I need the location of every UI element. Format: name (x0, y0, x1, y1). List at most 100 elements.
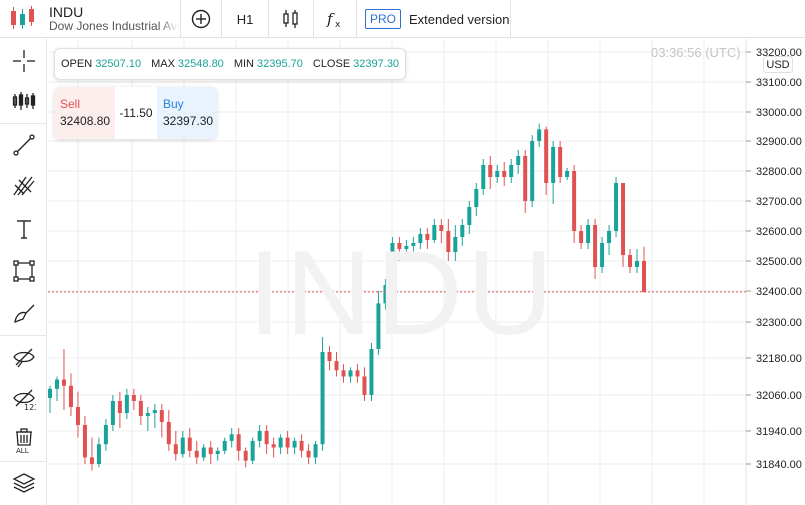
candle-body (292, 440, 297, 448)
delete-all-button[interactable]: ALL (0, 421, 47, 461)
interval-button[interactable]: H1 (222, 0, 268, 38)
candle-body (495, 171, 500, 177)
text-tool-icon (16, 220, 31, 239)
price-axis-label: 33100.00 (756, 77, 802, 89)
price-axis-label: 32500.00 (756, 256, 802, 268)
candle-body (411, 243, 416, 246)
candle-body (110, 401, 115, 425)
drawing-toolbar: 123 ALL (0, 39, 47, 505)
candle-body (460, 225, 465, 237)
open-label: OPEN (61, 58, 93, 70)
candle-body (341, 370, 346, 377)
candle-body (453, 237, 458, 252)
delete-all-icon: ALL (15, 428, 32, 454)
trend-line-tool-button[interactable] (0, 125, 47, 165)
candle-body (89, 457, 94, 464)
buy-button[interactable]: Buy 32397.30 (157, 87, 217, 139)
candle-body (152, 410, 157, 413)
candle-body (124, 395, 129, 413)
candle-body (467, 207, 472, 225)
candle-body (509, 165, 514, 177)
max-value: 32548.80 (177, 58, 224, 70)
sell-price: 32408.80 (60, 114, 111, 128)
crosshair-icon (12, 50, 35, 72)
rectangle-tool-button[interactable] (0, 251, 47, 291)
candle-body (320, 352, 325, 445)
brush-tool-icon (13, 304, 34, 323)
toolbar-divider (268, 0, 269, 38)
price-chart[interactable]: 33200.0033100.0033000.0032900.0032800.00… (48, 39, 805, 505)
candle-body (607, 231, 612, 243)
candles-chart-type-icon (283, 10, 298, 28)
layers-button[interactable] (0, 463, 47, 503)
hide-drawings-icon (12, 348, 35, 368)
chart-area[interactable]: 33200.00 33100.00 33000.00 32900.00 32800.00… (48, 39, 805, 505)
indicators-tool-button[interactable] (0, 81, 47, 121)
layers-icon (12, 473, 35, 493)
indicators-button[interactable]: f x (314, 0, 356, 38)
candle-body (558, 147, 563, 177)
sidebar-divider (0, 335, 47, 336)
candle-body (376, 303, 381, 349)
buy-price: 32397.30 (163, 114, 214, 128)
candle-body (516, 156, 521, 165)
candle-body (404, 246, 409, 249)
candle-body (418, 234, 423, 243)
sidebar-divider (0, 123, 47, 124)
hide-indicators-button[interactable]: 123 (0, 379, 47, 419)
candle-body (621, 183, 626, 255)
candle-body (565, 171, 570, 177)
brush-tool-button[interactable] (0, 293, 47, 333)
function-fx-icon: f x (326, 10, 341, 29)
toolbar-divider (221, 0, 222, 38)
candle-body (642, 261, 646, 292)
sidebar-divider (0, 461, 47, 462)
candle-body (180, 437, 185, 455)
candle-body (327, 352, 332, 362)
candle-body (68, 385, 73, 407)
ohlc-panel: OPEN 32507.10 MAX 32548.80 MIN 32395.70 CLO… (54, 48, 407, 80)
spread-value: -11.50 (119, 106, 153, 120)
candle-body (173, 444, 178, 455)
candle-body (250, 440, 255, 461)
sell-button[interactable]: Sell 32408.80 (54, 87, 115, 139)
candle-body (537, 129, 542, 141)
candle-body (474, 189, 479, 207)
company-name[interactable]: Dow Jones Industrial Average (49, 19, 179, 33)
candle-body (425, 234, 430, 240)
candle-body (439, 225, 444, 231)
price-axis-label: 32180.00 (756, 353, 802, 365)
candle-body (82, 425, 87, 458)
min-label: MIN (233, 58, 254, 70)
extended-version-button[interactable]: PRO Extended version (357, 0, 510, 38)
candle-body (432, 225, 437, 240)
close-value: 32397.30 (353, 58, 400, 70)
candle-body (390, 243, 395, 285)
candle-body (222, 440, 227, 451)
candle-body (194, 450, 199, 458)
text-tool-button[interactable] (0, 209, 47, 249)
candle-body (145, 413, 150, 416)
candle-body (362, 376, 367, 395)
candle-body (579, 231, 584, 243)
chart-type-button[interactable] (269, 0, 313, 38)
candle-body (551, 147, 556, 183)
candlestick-logo-icon (11, 6, 34, 29)
open-value: 32507.10 (95, 58, 142, 70)
fib-tool-button[interactable] (0, 165, 47, 205)
candle-body (299, 440, 304, 451)
candle-body (271, 444, 276, 448)
add-comparison-button[interactable] (181, 0, 221, 38)
hide-drawings-button[interactable] (0, 337, 47, 377)
candle-body (117, 401, 122, 413)
candle-body (488, 165, 493, 177)
crosshair-tool-button[interactable] (0, 41, 47, 81)
candle-body (54, 379, 59, 389)
svg-text:123: 123 (24, 403, 36, 411)
candle-body (614, 183, 619, 231)
candle-body (600, 243, 605, 267)
candle-body (264, 431, 269, 445)
currency-badge[interactable]: USD (763, 56, 793, 73)
symbol-name[interactable]: INDU (49, 4, 84, 20)
fib-tool-icon (12, 176, 34, 196)
